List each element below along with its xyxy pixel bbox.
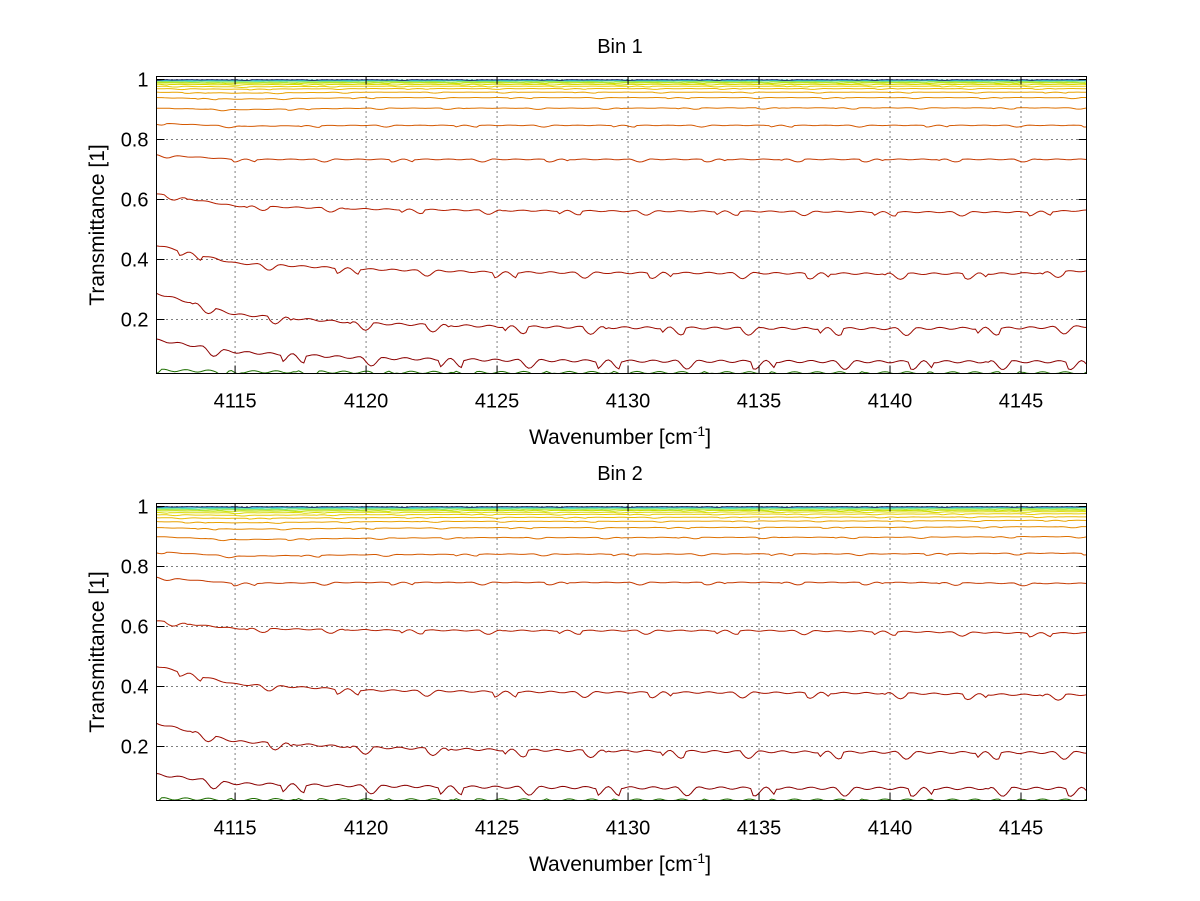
plot-panel-bin-2: Bin 2 4115 4120 4125 4130 4135 4140 4145 0.20.… [86,463,1087,876]
x-axis-label-main: Wavenumber [cm [529,426,693,449]
x-tick-label: 4115 [214,391,257,413]
series-line [156,245,1087,280]
x-axis-label-main: Wavenumber [cm [529,853,693,876]
y-tick-label: 0.4 [121,677,149,699]
chart-title: Bin 2 [597,463,643,485]
x-axis-label-superscript: -1 [693,850,706,866]
x-axis-label-suffix: ] [705,853,711,876]
series-line [156,722,1087,760]
x-tick-labels: 4115 4120 4125 4130 4135 4140 4145 [214,818,1044,840]
series-line [156,526,1087,531]
series-line [156,666,1087,701]
series-line [156,773,1087,797]
series-line [156,509,1087,513]
series-line [156,91,1087,95]
series-line [156,96,1087,101]
series-line [156,338,1087,371]
series-line [156,620,1087,638]
x-tick-label: 4145 [999,391,1044,413]
y-axis-label: Transmittance [1] [86,144,109,305]
ticks [156,76,1087,374]
x-axis-label-superscript: -1 [693,423,706,439]
x-tick-label: 4120 [344,818,389,840]
series-line [156,81,1087,84]
ticks [156,503,1087,801]
series-line [156,292,1087,337]
x-tick-label: 4145 [999,818,1044,840]
x-axis-label-suffix: ] [705,426,711,449]
y-tick-labels: 0.2 0.4 0.6 0.8 1 [121,70,149,332]
x-axis-label: Wavenumber [cm-1] [529,423,711,449]
series-line [156,576,1087,587]
x-tick-label: 4130 [606,818,651,840]
series-line [156,513,1087,517]
x-tick-label: 4120 [344,391,389,413]
y-tick-labels: 0.2 0.4 0.6 0.8 1 [121,497,149,759]
x-tick-label: 4115 [214,818,257,840]
x-axis-label: Wavenumber [cm-1] [529,850,711,876]
y-tick-label: 0.8 [121,557,149,579]
series-line [156,82,1087,85]
y-tick-label: 0.6 [121,617,149,639]
x-tick-label: 4140 [868,818,913,840]
series-line [156,551,1087,559]
chart-title: Bin 1 [597,36,643,58]
plot-panel-bin-1: Bin 1 4115 4120 4125 4130 4135 4140 4145 0.20.… [86,36,1087,449]
series-line [156,516,1087,520]
series-lines [156,506,1087,801]
series-lines [156,79,1087,375]
series-line [156,519,1087,524]
series-line [156,87,1087,91]
series-line [156,122,1087,129]
series-line [156,536,1087,542]
x-tick-label: 4140 [868,391,913,413]
series-line [156,79,1087,81]
y-tick-label: 0.2 [121,310,149,332]
series-line [156,193,1087,217]
x-tick-label: 4130 [606,391,651,413]
x-tick-labels: 4115 4120 4125 4130 4135 4140 4145 [214,391,1044,413]
series-line [156,85,1087,89]
y-tick-label: 0.6 [121,190,149,212]
y-tick-label: 0.4 [121,250,149,272]
series-line [156,154,1087,163]
y-tick-label: 1 [137,497,148,519]
plot-frame [156,503,1087,801]
series-line [156,83,1087,86]
series-line [156,511,1087,515]
plot-frame [156,76,1087,374]
y-axis-label: Transmittance [1] [86,571,109,732]
x-tick-label: 4125 [475,818,520,840]
x-tick-label: 4135 [737,391,782,413]
y-tick-label: 0.8 [121,130,149,152]
x-tick-label: 4125 [475,391,520,413]
series-line [156,508,1087,511]
y-tick-label: 0.2 [121,737,149,759]
series-line [156,506,1087,508]
y-tick-label: 1 [137,70,148,92]
series-line [156,107,1087,112]
x-tick-label: 4135 [737,818,782,840]
